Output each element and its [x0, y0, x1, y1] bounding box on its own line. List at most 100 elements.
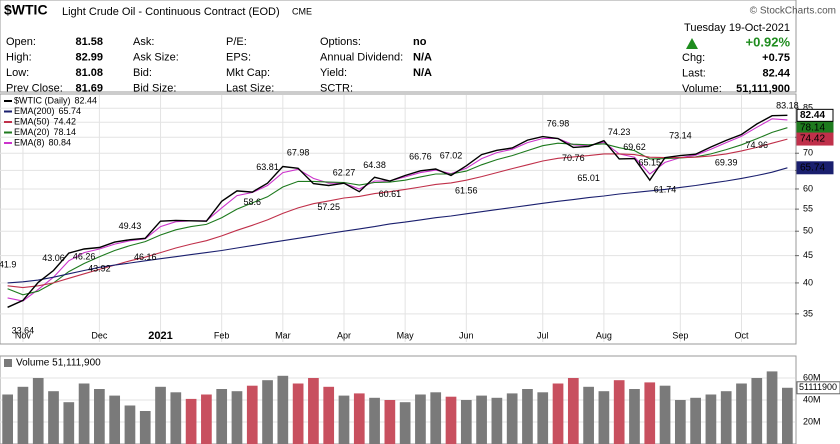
y-tick-label: 40M	[803, 394, 821, 404]
field-value: 81.58	[75, 36, 103, 48]
legend-name: EMA(20)	[14, 127, 50, 137]
value-tag	[796, 381, 840, 395]
legend-name: EMA(200)	[14, 106, 55, 116]
volume-panel	[0, 355, 797, 444]
value-tag	[796, 132, 834, 146]
field-label: Volume:	[682, 83, 722, 95]
field-label: EPS:	[226, 51, 251, 63]
field-label: Bid Size:	[133, 82, 176, 94]
ema-line	[7, 138, 788, 289]
price-annotation: 74.23	[608, 127, 631, 137]
volume-bar	[323, 386, 335, 444]
legend-value: 74.42	[54, 116, 77, 126]
volume-bar	[109, 395, 121, 444]
price-annotation: 69.39	[715, 158, 738, 168]
volume-bar	[94, 389, 105, 444]
field-value: 82.99	[75, 51, 103, 63]
price-annotation: 43.06	[42, 253, 65, 263]
volume-bar	[644, 382, 656, 444]
volume-bar	[583, 386, 594, 444]
y-tick-label: 35	[803, 308, 813, 318]
price-annotation: 46.16	[134, 252, 157, 262]
volume-bar	[415, 394, 426, 444]
ema-line	[7, 127, 788, 296]
volume-icon	[4, 359, 12, 367]
x-tick-label: Feb	[214, 330, 230, 340]
price-annotation: 73.14	[669, 130, 692, 140]
x-tick-label: Jul	[537, 330, 549, 340]
volume-bar	[185, 398, 197, 444]
y-tick-label: 60M	[803, 372, 821, 382]
volume-bar	[139, 411, 151, 444]
field-label: Chg:	[682, 52, 705, 64]
price-annotation: 57.25	[317, 202, 340, 212]
logo: © StockCharts.com	[750, 6, 836, 17]
legend-name: EMA(8)	[14, 137, 45, 147]
field-value: N/A	[413, 67, 432, 79]
value-tag-label: 82.44	[800, 110, 825, 121]
volume-bar	[751, 378, 763, 444]
value-tag-label: 65.74	[800, 162, 825, 173]
price-annotation: 61.74	[654, 185, 677, 195]
price-annotation: 65.15	[638, 157, 661, 167]
field-value: +0.75	[762, 52, 790, 64]
price-annotation: 43.92	[88, 264, 111, 274]
volume-bar	[537, 392, 549, 444]
volume-bar	[124, 405, 136, 444]
volume-bar	[369, 397, 380, 444]
price-annotation: 66.76	[409, 152, 432, 162]
x-tick-label: Nov	[15, 330, 32, 340]
legend-name: $WTIC (Daily)	[14, 95, 71, 105]
price-annotation: 58.6	[243, 197, 261, 207]
price-annotation: 67.98	[287, 147, 310, 157]
value-tag-label: 51111900	[799, 382, 837, 392]
volume-bar	[32, 378, 44, 444]
field-label: Low:	[6, 67, 29, 79]
legend-value: 65.74	[59, 106, 82, 116]
value-tag	[796, 108, 834, 122]
volume-bar	[155, 386, 166, 444]
field-label: Ask:	[133, 36, 154, 48]
value-tag	[796, 161, 834, 175]
y-tick-label: 55	[803, 204, 813, 214]
volume-bar	[552, 383, 564, 444]
volume-bar	[736, 383, 747, 444]
price-annotation: 67.02	[440, 151, 463, 161]
price-annotation: 46.26	[73, 252, 96, 262]
x-tick-label: Sep	[672, 330, 688, 340]
volume-bar	[522, 389, 533, 444]
price-annotation: 33.64	[12, 325, 35, 335]
ema-line	[7, 118, 788, 302]
volume-bar	[598, 391, 610, 444]
field-label: Last:	[682, 67, 706, 79]
x-tick-label: Dec	[91, 330, 108, 340]
volume-bar	[216, 389, 228, 444]
field-label: Annual Dividend:	[320, 51, 403, 63]
volume-bar	[292, 383, 304, 444]
volume-bar	[613, 380, 625, 444]
field-value: 51,111,900	[736, 83, 790, 95]
y-tick-label: 45	[803, 250, 813, 260]
volume-bar	[445, 396, 457, 444]
x-tick-label: Mar	[275, 330, 291, 340]
change-percent: +0.92%	[746, 34, 791, 49]
field-label: Last Size:	[226, 82, 274, 94]
volume-bar	[460, 400, 472, 444]
price-annotation: 76.98	[547, 119, 570, 129]
field-label: Options:	[320, 36, 361, 48]
legend-value: 82.44	[75, 95, 98, 105]
price-line	[7, 114, 788, 308]
volume-bar	[2, 394, 13, 444]
price-annotation: 41.9	[0, 260, 16, 270]
volume-bar	[170, 392, 182, 444]
volume-bar	[476, 395, 487, 444]
date: Tuesday 19-Oct-2021	[684, 22, 790, 34]
field-label: SCTR:	[320, 82, 353, 94]
price-annotation: 60.61	[379, 189, 402, 199]
volume-bar	[277, 375, 289, 444]
y-tick-label: 50	[803, 226, 813, 236]
x-tick-label: Jun	[459, 330, 474, 340]
value-tag-label: 74.42	[800, 134, 825, 145]
price-annotation: 49.43	[119, 221, 142, 231]
